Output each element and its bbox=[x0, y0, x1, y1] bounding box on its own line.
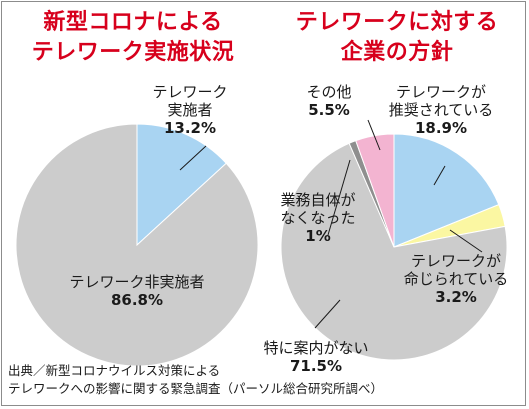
pie1-label-3-line-1: なくなった bbox=[280, 209, 355, 227]
right-chart-title: テレワークに対する 企業の方針 bbox=[272, 8, 522, 68]
pie0-slice-1 bbox=[15, 123, 259, 367]
pie1-value-3: 1% bbox=[305, 227, 330, 245]
leader-line-1 bbox=[433, 165, 446, 186]
pie1-label-0-line-0: テレワークが bbox=[396, 83, 486, 101]
leader-line-4 bbox=[327, 159, 351, 236]
leader-lines bbox=[179, 119, 483, 329]
left-title-line-1: 新型コロナによる bbox=[43, 10, 223, 35]
pie0-label-0-line-1: 実施者 bbox=[167, 101, 212, 119]
left-chart-title: 新型コロナによる テレワーク実施状況 bbox=[8, 8, 258, 68]
left-pie bbox=[15, 123, 259, 367]
pie1-value-0: 18.9% bbox=[415, 119, 467, 137]
leader-line-2 bbox=[449, 229, 483, 253]
pie1-value-4: 5.5% bbox=[308, 101, 350, 119]
pie-labels: テレワーク実施者13.2%テレワーク非実施者86.8%テレワークが推奨されている… bbox=[69, 83, 508, 375]
pie0-slice-0 bbox=[136, 123, 227, 247]
leader-line-5 bbox=[367, 119, 381, 151]
pie1-value-2: 71.5% bbox=[290, 357, 342, 375]
pie1-value-1: 3.2% bbox=[435, 288, 477, 306]
source-line-2: テレワークへの影響に関する緊急調査（パーソル総合研究所調べ） bbox=[8, 381, 384, 396]
pie0-value-1: 86.8% bbox=[111, 291, 163, 309]
leader-line-0 bbox=[179, 145, 207, 171]
pie1-label-0-line-1: 推奨されている bbox=[389, 101, 494, 119]
right-title-line-1: テレワークに対する bbox=[295, 10, 499, 35]
right-pie bbox=[280, 133, 508, 361]
source-note: 出典／新型コロナウイルス対策による テレワークへの影響に関する緊急調査（パーソル… bbox=[8, 362, 383, 398]
pie1-label-1-line-0: テレワークが bbox=[411, 252, 501, 270]
pie1-label-4-line-0: その他 bbox=[306, 83, 351, 101]
left-title-line-2: テレワーク実施状況 bbox=[31, 40, 235, 65]
source-line-1: 出典／新型コロナウイルス対策による bbox=[8, 363, 221, 378]
pie1-label-1-line-1: 命じられている bbox=[404, 270, 509, 288]
pie1-label-3-line-0: 業務自体が bbox=[280, 191, 355, 209]
pie1-slice-2 bbox=[280, 142, 508, 361]
right-title-line-2: 企業の方針 bbox=[340, 40, 454, 65]
pie0-label-0-line-0: テレワーク bbox=[152, 83, 227, 101]
pie0-label-1-line-0: テレワーク非実施者 bbox=[69, 273, 204, 291]
leader-line-3 bbox=[314, 299, 341, 329]
pie1-slice-0 bbox=[393, 133, 500, 248]
pie1-label-2-line-0: 特に案内がない bbox=[263, 339, 368, 357]
pie0-value-0: 13.2% bbox=[164, 119, 216, 137]
